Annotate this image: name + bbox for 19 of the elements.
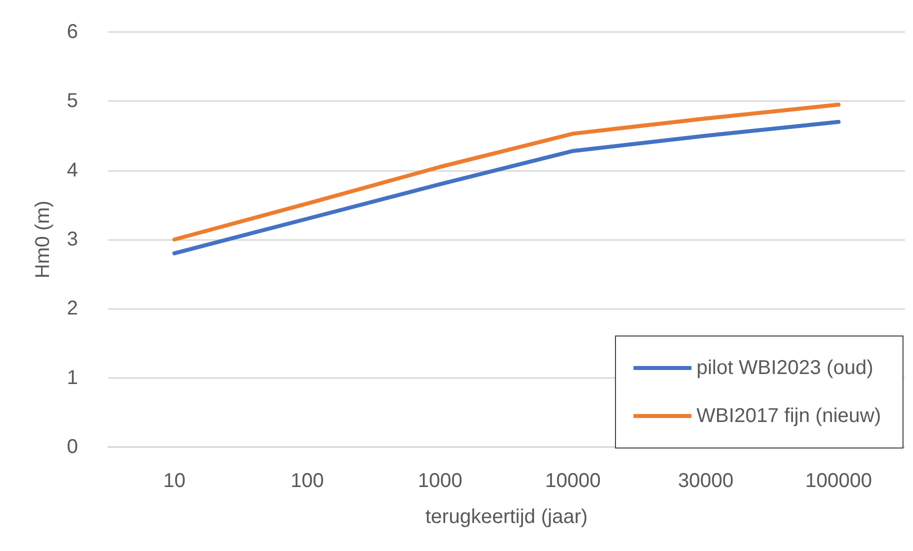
y-tick-label: 4 xyxy=(66,159,78,182)
legend-label: WBI2017 fijn (nieuw) xyxy=(696,405,882,427)
y-tick-label: 6 xyxy=(66,21,78,43)
y-tick-label: 1 xyxy=(66,366,78,389)
x-tick-label: 30000 xyxy=(678,470,734,492)
x-tick-label: 100 xyxy=(290,470,324,492)
y-tick-label: 0 xyxy=(66,436,78,458)
x-tick-label: 100000 xyxy=(805,470,872,492)
y-tick-label: 3 xyxy=(66,228,78,250)
line-series xyxy=(172,102,841,242)
y-tick-label: 2 xyxy=(66,298,78,320)
x-tick-label: 10000 xyxy=(545,470,601,492)
line-series xyxy=(172,120,841,256)
x-tick-label: 10 xyxy=(163,470,186,492)
y-tick-label: 5 xyxy=(66,90,78,112)
x-axis-title: terugkeertijd (jaar) xyxy=(425,506,588,528)
legend-label: pilot WBI2023 (oud) xyxy=(696,357,874,379)
y-axis-title: Hm0 (m) xyxy=(32,200,54,278)
x-tick-label: 1000 xyxy=(418,470,462,492)
